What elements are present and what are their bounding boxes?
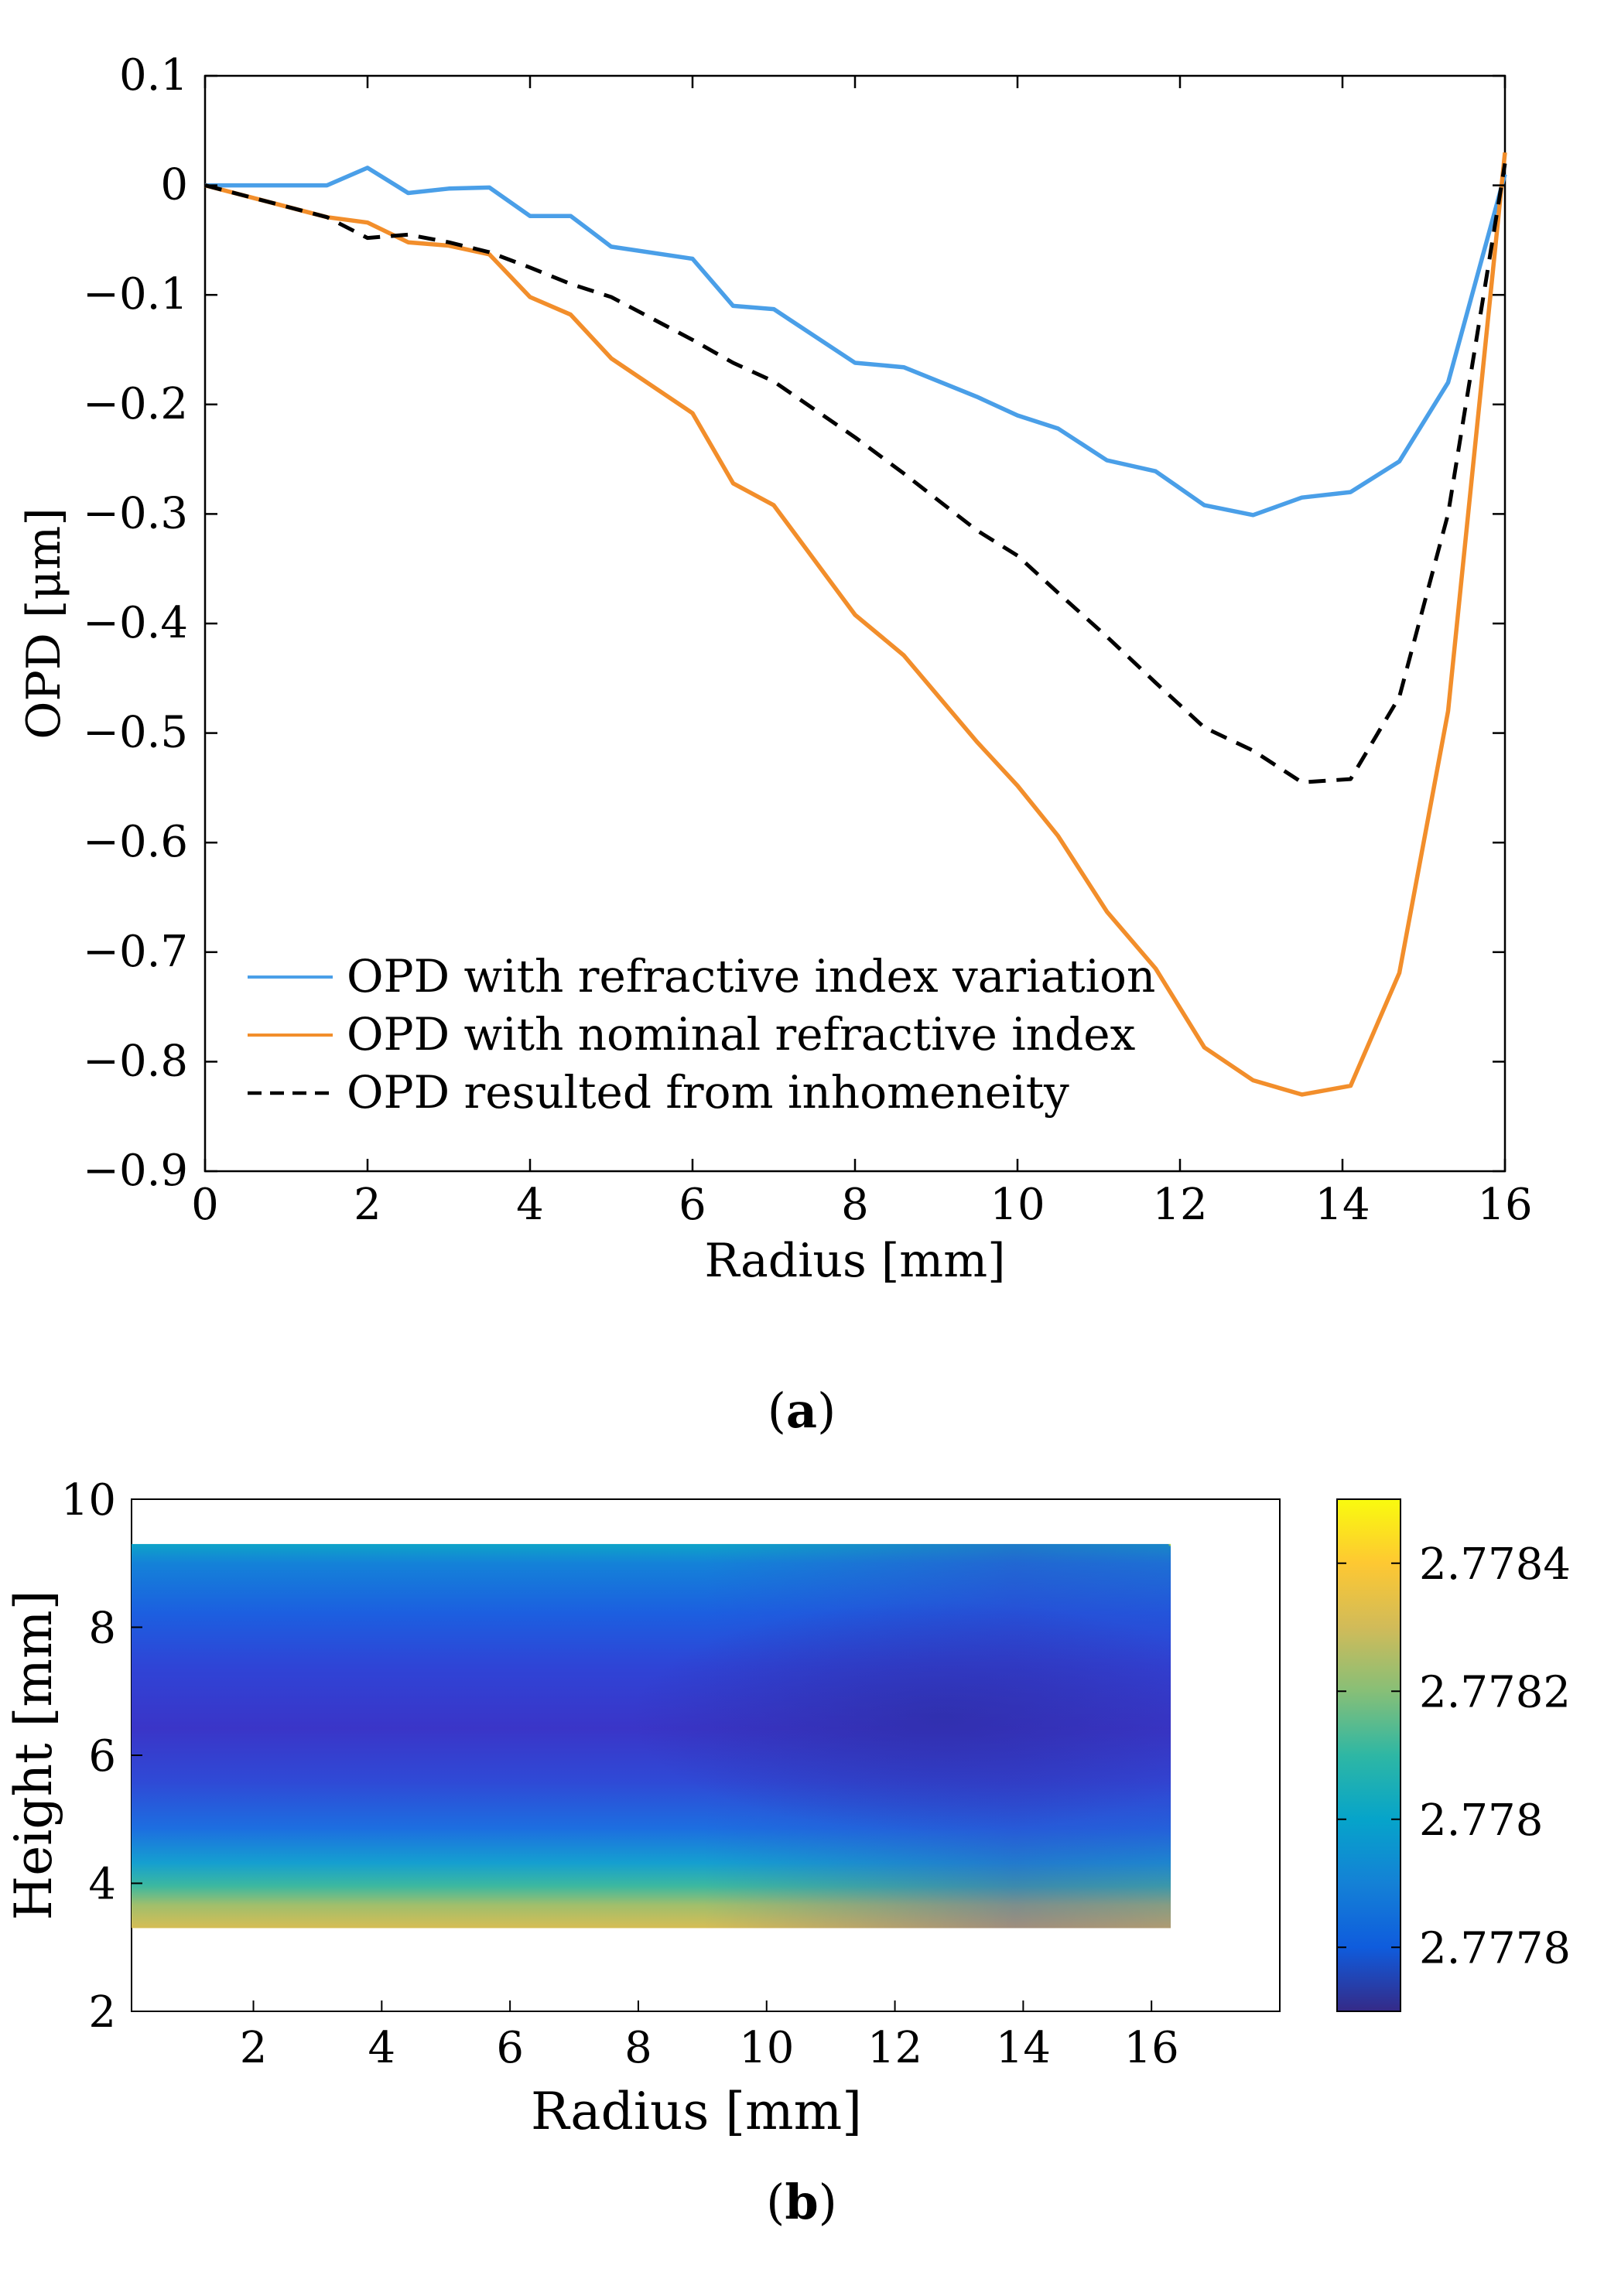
legend-label-3: OPD resulted from inhomeneity bbox=[347, 1066, 1069, 1119]
panel-b-heatmap: 2 4 6 8 10 12 14 16 2 4 6 8 10 Radius [mm] Height [… bbox=[4, 1475, 1571, 2141]
x-tick-label: 14 bbox=[996, 2023, 1051, 2073]
legend-label-1: OPD with refractive index variation bbox=[347, 950, 1155, 1003]
x-tick-label: 4 bbox=[516, 1180, 544, 1230]
y-tick-label: 10 bbox=[61, 1475, 116, 1526]
panel-a-line-chart: 0 2 4 6 8 10 12 14 16 0.1 0 −0.1 −0.2 −0.3 −0.4 −0.5 −0… bbox=[17, 50, 1533, 1288]
heatmap-dark-region bbox=[132, 1543, 1171, 1929]
x-tick-label: 10 bbox=[739, 2023, 794, 2073]
panel-b-x-axis-label: Radius [mm] bbox=[531, 2082, 862, 2141]
panel-a-caption: (a) bbox=[768, 1382, 836, 1439]
x-tick-label: 2 bbox=[354, 1180, 381, 1230]
colorbar-tick-label: 2.778 bbox=[1419, 1795, 1543, 1846]
colorbar-tick-label: 2.7782 bbox=[1419, 1667, 1571, 1717]
panel-a-caption-letter: a bbox=[786, 1382, 817, 1439]
panel-b-heatmap-image bbox=[132, 1543, 1171, 1929]
y-tick-label: 0 bbox=[160, 160, 188, 210]
panel-a-x-ticks: 0 2 4 6 8 10 12 14 16 bbox=[191, 76, 1533, 1230]
x-tick-label: 10 bbox=[990, 1180, 1045, 1230]
y-tick-label: −0.2 bbox=[83, 379, 188, 429]
panel-b-caption-letter: b bbox=[785, 2174, 818, 2230]
y-tick-label: 6 bbox=[88, 1731, 116, 1782]
panel-a-y-axis-label: OPD [μm] bbox=[17, 507, 71, 739]
x-tick-label: 14 bbox=[1315, 1180, 1370, 1230]
y-tick-label: −0.4 bbox=[83, 598, 188, 648]
x-tick-label: 12 bbox=[1152, 1180, 1207, 1230]
x-tick-label: 12 bbox=[867, 2023, 922, 2073]
heatmap-hot-corner bbox=[1124, 1543, 1171, 1590]
panel-a-series-lines bbox=[204, 152, 1507, 1097]
x-tick-label: 6 bbox=[496, 2023, 524, 2073]
y-tick-label: −0.8 bbox=[83, 1036, 188, 1086]
series-line-3 bbox=[204, 162, 1507, 784]
x-tick-label: 8 bbox=[624, 2023, 652, 2073]
y-tick-label: 8 bbox=[88, 1604, 116, 1654]
y-tick-label: −0.5 bbox=[83, 708, 188, 758]
y-tick-label: −0.7 bbox=[83, 927, 188, 977]
colorbar-bar bbox=[1336, 1498, 1401, 2012]
x-tick-label: 16 bbox=[1477, 1180, 1532, 1230]
legend-label-2: OPD with nominal refractive index bbox=[347, 1008, 1135, 1061]
x-tick-label: 8 bbox=[841, 1180, 869, 1230]
panel-b-y-axis-label: Height [mm] bbox=[4, 1590, 63, 1921]
colorbar-tick-label: 2.7784 bbox=[1419, 1539, 1571, 1590]
y-tick-label: 2 bbox=[88, 1987, 116, 2038]
series-line-1 bbox=[205, 166, 1507, 518]
colorbar-tick-label: 2.7778 bbox=[1419, 1923, 1571, 1973]
panel-a-x-axis-label: Radius [mm] bbox=[704, 1234, 1005, 1288]
x-tick-label: 4 bbox=[368, 2023, 396, 2073]
panel-b-y-ticks: 2 4 6 8 10 bbox=[61, 1475, 142, 2038]
y-tick-label: 0.1 bbox=[119, 50, 188, 101]
x-tick-label: 2 bbox=[240, 2023, 268, 2073]
panel-a-y-ticks: 0.1 0 −0.1 −0.2 −0.3 −0.4 −0.5 −0.6 −0.7 −0.8 −0.9 bbox=[83, 50, 1505, 1196]
y-tick-label: 4 bbox=[88, 1860, 116, 1910]
series-line-2 bbox=[204, 152, 1507, 1097]
y-tick-label: −0.9 bbox=[83, 1146, 188, 1196]
x-tick-label: 0 bbox=[191, 1180, 219, 1230]
x-tick-label: 16 bbox=[1124, 2023, 1179, 2073]
y-tick-label: −0.1 bbox=[83, 269, 188, 319]
panel-b-x-ticks: 2 4 6 8 10 12 14 16 bbox=[240, 2000, 1179, 2073]
y-tick-label: −0.6 bbox=[83, 817, 188, 867]
x-tick-label: 6 bbox=[679, 1180, 706, 1230]
y-tick-label: −0.3 bbox=[83, 488, 188, 538]
panel-b-colorbar: 2.7778 2.778 2.7782 2.7784 bbox=[1336, 1498, 1571, 2012]
panel-b-caption: (b) bbox=[766, 2174, 837, 2230]
